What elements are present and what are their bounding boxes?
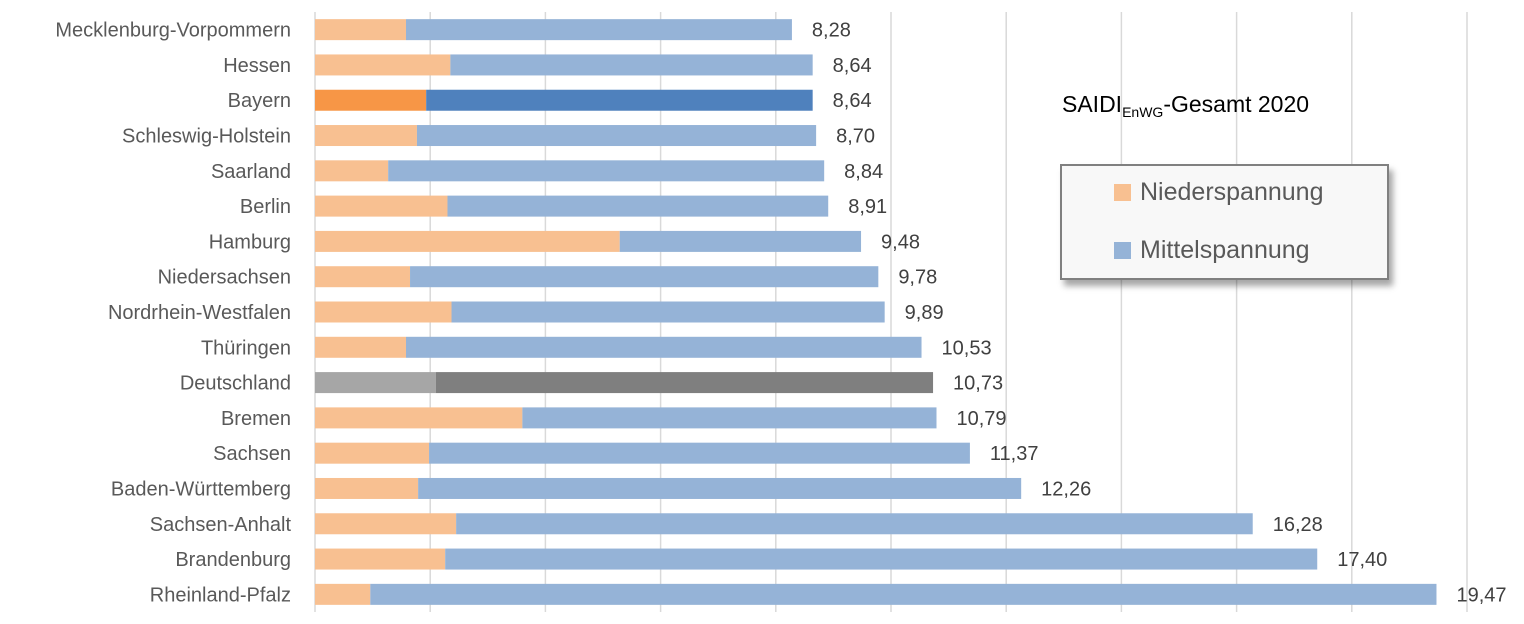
category-label: Niedersachsen [158, 267, 291, 289]
title-rest: -Gesamt 2020 [1163, 91, 1310, 117]
legend-label: Mittelspannung [1140, 236, 1310, 264]
bar-niederspannung [315, 160, 389, 182]
legend-swatch-niederspannung [1114, 184, 1131, 201]
total-value-label: 9,78 [898, 267, 937, 289]
legend-item-niederspannung: Niederspannung [1114, 178, 1323, 207]
category-label: Deutschland [180, 373, 291, 395]
bar-mittelspannung [406, 336, 922, 358]
bar-niederspannung [315, 266, 411, 288]
bar-mittelspannung [388, 160, 825, 182]
bar-mittelspannung [416, 125, 817, 147]
total-value-label: 10,73 [953, 373, 1003, 395]
total-value-label: 9,89 [905, 302, 944, 324]
bar-niederspannung [315, 442, 430, 464]
bar-niederspannung [315, 230, 620, 252]
total-value-label: 8,28 [812, 20, 851, 42]
bar-mittelspannung [370, 583, 1437, 605]
total-value-label: 10,53 [942, 337, 992, 359]
bar-mittelspannung [451, 301, 885, 323]
bar-mittelspannung [447, 195, 829, 217]
total-value-label: 17,40 [1337, 549, 1387, 571]
bar-niederspannung [315, 513, 457, 535]
category-label: Mecklenburg-Vorpommern [55, 20, 291, 42]
chart-title: SAIDIEnWG-Gesamt 2020 [1062, 91, 1309, 120]
bar-niederspannung [315, 125, 417, 147]
total-value-label: 16,28 [1273, 514, 1323, 536]
category-label: Hamburg [209, 231, 291, 253]
category-label: Schleswig-Holstein [122, 126, 291, 148]
total-value-label: 19,47 [1456, 584, 1506, 606]
bar-mittelspannung [429, 442, 970, 464]
bar-mittelspannung [522, 407, 937, 429]
legend-swatch-mittelspannung [1114, 242, 1131, 259]
total-value-label: 8,84 [844, 161, 883, 183]
category-label: Bayern [228, 90, 291, 112]
category-label: Hessen [223, 55, 291, 77]
total-value-label: 10,79 [957, 408, 1007, 430]
title-main: SAIDI [1062, 91, 1123, 117]
bar-niederspannung [315, 336, 407, 358]
category-label: Sachsen-Anhalt [150, 514, 292, 536]
category-label: Sachsen [213, 443, 291, 465]
bar-mittelspannung [435, 372, 934, 394]
bar-mittelspannung [619, 230, 862, 252]
total-value-label: 12,26 [1041, 478, 1091, 500]
bar-niederspannung [315, 19, 407, 41]
legend-label: Niederspannung [1140, 178, 1324, 206]
bar-mittelspannung [410, 266, 879, 288]
category-label: Berlin [240, 196, 291, 218]
bar-niederspannung [315, 372, 436, 394]
title-subscript: EnWG [1122, 104, 1164, 120]
bar-mittelspannung [456, 513, 1253, 535]
bar-mittelspannung [418, 477, 1022, 499]
total-value-label: 8,70 [836, 126, 875, 148]
bar-niederspannung [315, 195, 448, 217]
bar-niederspannung [315, 89, 427, 111]
total-value-label: 8,64 [833, 90, 872, 112]
bar-mittelspannung [450, 54, 813, 76]
legend: Niederspannung Mittelspannung [1060, 164, 1389, 280]
bar-mittelspannung [426, 89, 813, 111]
bar-niederspannung [315, 407, 523, 429]
category-label: Nordrhein-Westfalen [108, 302, 291, 324]
category-labels: Mecklenburg-Vorpommern Hessen Bayern Schles… [55, 20, 291, 607]
bar-mittelspannung [406, 19, 792, 41]
bar-niederspannung [315, 548, 446, 570]
value-labels: 8,28 8,64 8,64 8,70 8,84 8,91 9,48 9,78 9,89 10,5… [812, 20, 1507, 607]
category-label: Brandenburg [175, 549, 291, 571]
category-label: Baden-Württemberg [111, 478, 291, 500]
category-label: Bremen [221, 408, 291, 430]
legend-item-mittelspannung: Mittelspannung [1114, 236, 1310, 265]
total-value-label: 8,91 [848, 196, 887, 218]
total-value-label: 8,64 [833, 55, 872, 77]
bar-niederspannung [315, 301, 452, 323]
bar-niederspannung [315, 477, 419, 499]
category-label: Thüringen [201, 337, 291, 359]
category-label: Rheinland-Pfalz [150, 584, 291, 606]
total-value-label: 11,37 [990, 443, 1039, 465]
bar-mittelspannung [445, 548, 1318, 570]
total-value-label: 9,48 [881, 231, 920, 253]
category-label: Saarland [211, 161, 291, 183]
bar-niederspannung [315, 583, 371, 605]
bars [315, 19, 1437, 605]
bar-niederspannung [315, 54, 451, 76]
